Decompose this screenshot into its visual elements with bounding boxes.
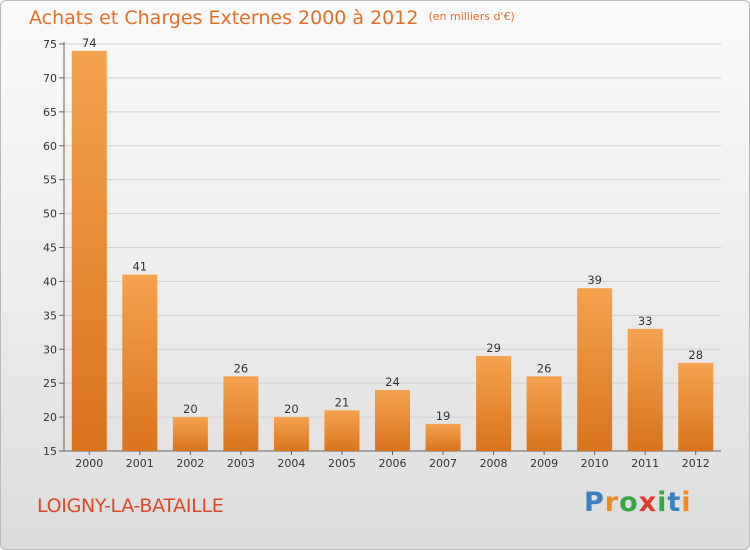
y-tick-label: 75 xyxy=(43,38,57,51)
bars xyxy=(71,50,714,452)
bar xyxy=(122,274,158,451)
data-label: 26 xyxy=(537,361,552,375)
x-tick-label: 2006 xyxy=(379,457,407,470)
data-label: 19 xyxy=(436,409,451,423)
x-tick-label: 2007 xyxy=(429,457,457,470)
data-label: 33 xyxy=(638,314,653,328)
x-tick-label: 2011 xyxy=(631,457,659,470)
bar xyxy=(627,328,663,451)
x-tick-label: 2001 xyxy=(126,457,154,470)
x-tick-label: 2003 xyxy=(227,457,255,470)
logo-letter: r xyxy=(604,487,620,518)
y-tick-label: 30 xyxy=(43,343,57,356)
data-label: 21 xyxy=(335,395,350,409)
data-label: 39 xyxy=(587,273,602,287)
bar xyxy=(425,423,461,451)
y-tick-label: 25 xyxy=(43,377,57,390)
y-tick-label: 65 xyxy=(43,106,57,119)
y-tick-label: 45 xyxy=(43,242,57,255)
logo-letter: P xyxy=(584,487,605,518)
bar xyxy=(172,417,208,451)
data-label: 28 xyxy=(688,348,703,362)
x-tick-label: 2000 xyxy=(75,457,103,470)
logo-letter: t xyxy=(667,487,682,518)
bar xyxy=(476,356,512,451)
data-label: 20 xyxy=(284,402,299,416)
bar xyxy=(375,389,410,451)
logo-letter: i xyxy=(681,487,692,518)
x-tick-label: 2012 xyxy=(682,457,710,470)
bar xyxy=(223,376,259,451)
y-tick-label: 55 xyxy=(43,174,57,187)
y-tick-label: 70 xyxy=(43,72,57,85)
data-label: 74 xyxy=(82,36,97,50)
chart-title: Achats et Charges Externes 2000 à 2012 (e… xyxy=(29,7,515,29)
bar xyxy=(678,362,714,451)
y-tick-label: 35 xyxy=(43,309,57,322)
x-tick-label: 2008 xyxy=(480,457,508,470)
logo-letter: i xyxy=(657,487,668,518)
data-label: 29 xyxy=(486,341,501,355)
data-labels: 74 41 20 26 20 21 24 19 29 26 39 33 28 xyxy=(82,36,703,423)
data-label: 41 xyxy=(132,260,147,274)
y-tick-label: 20 xyxy=(43,411,57,424)
chart-subtitle: (en milliers d'€) xyxy=(428,10,515,23)
x-tick-label: 2010 xyxy=(581,457,609,470)
bar xyxy=(526,376,562,451)
x-tick-label: 2005 xyxy=(328,457,356,470)
x-tick-label: 2002 xyxy=(176,457,204,470)
chart-title-text: Achats et Charges Externes 2000 à 2012 xyxy=(29,7,419,29)
grid-lines xyxy=(64,43,721,452)
data-label: 20 xyxy=(183,402,198,416)
data-label: 24 xyxy=(385,375,400,389)
y-tick-label: 50 xyxy=(43,208,57,221)
y-tick-label: 40 xyxy=(43,275,57,288)
y-tick-label: 60 xyxy=(43,140,57,153)
data-label: 26 xyxy=(234,361,249,375)
x-tick-label: 2004 xyxy=(277,457,305,470)
bar xyxy=(324,410,360,451)
commune-name: LOIGNY-LA-BATAILLE xyxy=(37,495,224,517)
bar xyxy=(273,417,309,451)
logo-letter: x xyxy=(638,487,658,518)
proxiti-logo: Proxiti xyxy=(584,487,692,518)
bar xyxy=(577,288,613,451)
logo-letter: o xyxy=(619,487,639,518)
y-tick-label: 15 xyxy=(43,445,57,458)
x-tick-label: 2009 xyxy=(530,457,558,470)
bar xyxy=(71,50,107,452)
